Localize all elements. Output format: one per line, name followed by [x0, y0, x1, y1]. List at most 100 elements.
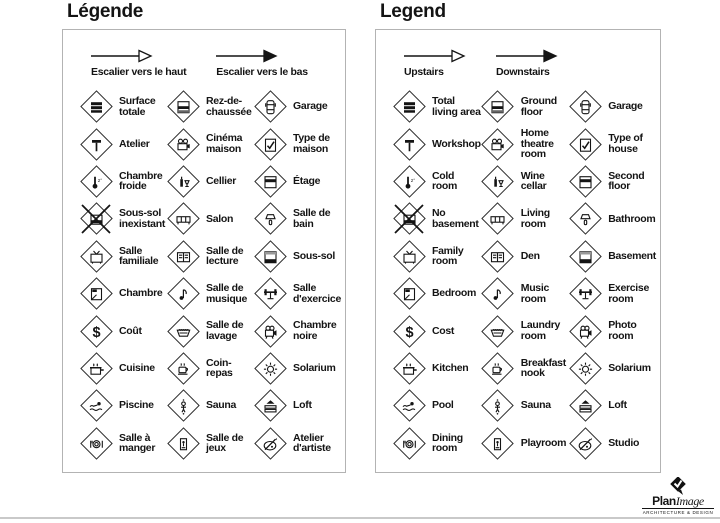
no-basement-icon	[402, 214, 416, 225]
diamond-outline	[568, 277, 602, 310]
cross-out-icon	[394, 204, 424, 234]
legend-item: Playroom	[481, 426, 568, 460]
legend-item-label: Loft	[608, 399, 627, 412]
hammer-icon	[404, 138, 414, 151]
diamond-outline	[481, 314, 515, 348]
diamond-outline	[79, 389, 113, 423]
legend-grid-en: Total living area Ground floor Garage Works…	[392, 88, 656, 462]
legend-item: Bedroom	[392, 277, 481, 311]
legend-item: Garage	[253, 90, 341, 124]
legend-item: Music room	[481, 277, 568, 311]
legend-item: Coin-repas	[166, 351, 253, 385]
diamond-outline	[79, 90, 113, 123]
diamond-icon-frame	[253, 277, 287, 311]
no-basement-icon	[89, 214, 103, 225]
diamond-outline	[568, 314, 602, 348]
laundry-icon	[176, 327, 191, 336]
legend-item-label: Cost	[432, 324, 455, 337]
diamond-icon-frame	[481, 389, 515, 423]
stairs-up-label: Escalier vers le haut	[91, 66, 187, 78]
diamond-outline	[253, 352, 287, 385]
diamond-icon-frame	[166, 314, 200, 348]
dollar-icon: $	[92, 324, 100, 340]
legend-item-label: Family room	[432, 244, 464, 268]
diamond-icon-frame	[568, 127, 602, 161]
legend-item-label: Loft	[293, 399, 312, 412]
diamond-outline	[166, 352, 200, 385]
diamond-icon-frame	[166, 389, 200, 423]
legend-item: Chambre noire	[253, 314, 341, 348]
diamond-icon-frame	[392, 277, 426, 311]
diamond-outline	[166, 202, 200, 236]
legend-item-label: Music room	[520, 281, 550, 305]
diamond-outline	[481, 389, 515, 423]
stairs-down-legend: Escalier vers le bas	[216, 48, 308, 78]
diamond-icon-frame	[166, 90, 200, 124]
legend-item-label: Atelier	[119, 137, 150, 150]
diamond-icon-frame	[166, 164, 200, 198]
legend-item-label: Basement	[608, 249, 656, 262]
diamond-icon-frame	[481, 202, 515, 236]
diamond-icon-frame	[253, 239, 287, 273]
legend-item-label: Bedroom	[432, 287, 476, 300]
diamond-icon-frame	[481, 314, 515, 348]
sun-icon	[263, 361, 277, 376]
diamond-icon-frame	[568, 164, 602, 198]
swimmer-icon	[89, 401, 102, 411]
diamond-outline	[392, 352, 426, 385]
legend-item: Surface totale	[79, 90, 166, 124]
diamond-outline: 2°	[392, 165, 426, 198]
legend-item-label: Wine cellar	[520, 169, 547, 193]
playroom-icon	[494, 437, 502, 450]
legend-item-label: Living room	[520, 207, 550, 230]
legend-item: Second floor	[568, 164, 656, 198]
legend-item: $ Cost	[392, 314, 481, 348]
legend-item: Sous-sol	[253, 239, 341, 273]
planimage-wordmark: PlanImage	[642, 495, 714, 507]
diamond-outline	[392, 426, 426, 460]
diamond-outline	[253, 202, 287, 236]
tv-icon	[402, 249, 416, 263]
projector-icon	[491, 137, 504, 150]
legend-item: Salle de lavage	[166, 314, 253, 348]
legend-item: No basement	[392, 202, 481, 236]
diamond-icon-frame	[79, 426, 113, 460]
diamond-icon-frame	[166, 426, 200, 460]
laundry-icon	[490, 327, 505, 336]
diamond-icon-frame	[253, 202, 287, 236]
legend-item: Dining room	[392, 426, 481, 460]
music-note-icon	[179, 288, 187, 300]
stairs-down-label: Downstairs	[496, 66, 550, 78]
panel-box-fr: Escalier vers le haut Escalier vers le b…	[62, 29, 346, 473]
thermometer-icon: 2°	[92, 175, 102, 188]
legend-item: Salle de bain	[253, 202, 341, 236]
legend-item: Salle familiale	[79, 239, 166, 273]
diamond-icon-frame	[568, 90, 602, 124]
ground-floor-icon	[491, 100, 504, 113]
diamond-icon-frame	[79, 389, 113, 423]
diamond-icon-frame	[392, 202, 426, 236]
stairs-arrows-en: Upstairs Downstairs	[404, 48, 656, 78]
diamond-icon-frame	[481, 277, 515, 311]
diamond-outline	[253, 90, 287, 123]
legend-item: Type of house	[568, 127, 656, 161]
diamond-outline	[253, 389, 287, 423]
diamond-icon-frame	[166, 202, 200, 236]
diamond-outline	[253, 426, 287, 460]
diamond-outline	[79, 426, 113, 460]
legend-item: Rez-de-chaussée	[166, 90, 253, 124]
diamond-icon-frame	[568, 202, 602, 236]
legend-item-label: Salle familiale	[119, 244, 159, 268]
diamond-outline	[166, 314, 200, 348]
diamond-icon-frame	[79, 90, 113, 124]
diamond-outline	[253, 127, 287, 161]
diamond-outline	[392, 202, 426, 236]
legend-item-label: Salle de lecture	[206, 244, 244, 268]
stairs-up-arrow-icon	[404, 49, 466, 63]
legend-item-label: Sous-sol inexistant	[119, 207, 166, 230]
legend-item-label: Cold room	[432, 169, 458, 193]
svg-text:$: $	[92, 324, 100, 340]
legend-item-label: Rez-de-chaussée	[206, 94, 252, 118]
diamond-outline	[481, 202, 515, 236]
legend-item: Solarium	[253, 351, 341, 385]
